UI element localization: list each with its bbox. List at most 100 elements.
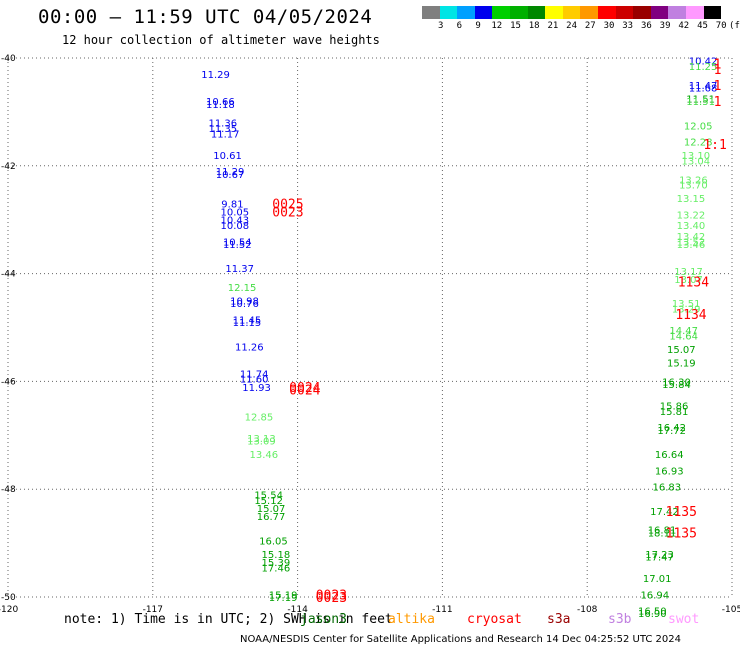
wave-height-label: 13.17 <box>674 267 703 278</box>
wave-height-label: 12.05 <box>684 121 713 132</box>
wave-height-label: 15.19 <box>667 359 696 370</box>
wave-height-label: 16.05 <box>259 536 288 547</box>
wave-height-label: 16.64 <box>655 450 684 461</box>
colorbar-tick-label: 12 <box>491 21 503 31</box>
wave-height-label: 13.04 <box>681 156 710 167</box>
time-stamp-label: 1:1 <box>703 138 726 153</box>
wave-height-label: 11.45 <box>233 315 262 326</box>
wave-height-label: 15.19 <box>269 590 298 601</box>
satellite-legend-s3b: s3b <box>608 612 632 627</box>
wave-height-label: 11.25 <box>689 62 718 73</box>
colorbar-tick-label: 39 <box>659 21 671 31</box>
wave-height-label: 15.86 <box>660 402 689 413</box>
wave-height-label: 15.81 <box>660 407 689 418</box>
wave-height-label: 15.54 <box>254 491 283 502</box>
time-stamp-label: 1 <box>714 79 722 94</box>
wave-height-label: 12.28 <box>684 138 713 149</box>
wave-height-label: 17.46 <box>262 563 291 574</box>
wave-height-label: 16.81 <box>648 526 677 537</box>
wave-height-label: 10.08 <box>221 221 250 232</box>
wave-height-label: 18.11 <box>648 528 677 539</box>
wave-height-label: 15.07 <box>667 345 696 356</box>
time-stamp-label: 1 <box>714 95 722 110</box>
colorbar <box>422 6 740 20</box>
wave-height-label: 13.52 <box>677 237 706 248</box>
colorbar-swatch <box>457 6 475 19</box>
wave-height-label: 13.13 <box>247 434 276 445</box>
colorbar-swatch <box>492 6 510 19</box>
wave-height-label: 15.07 <box>257 504 286 515</box>
wave-height-label: 12.85 <box>245 412 274 423</box>
wave-height-label: 17.23 <box>645 550 674 561</box>
x-tick-label: -108 <box>577 605 598 615</box>
wave-height-label: 11.15 <box>233 318 262 329</box>
colorbar-swatch <box>597 6 616 19</box>
wave-height-label: 16.50 <box>638 606 667 617</box>
colorbar-tick-label: 15 <box>510 21 521 31</box>
wave-height-label: 10.54 <box>223 237 252 248</box>
wave-height-label: 13.29 <box>672 305 701 316</box>
wave-height-label: 13.22 <box>677 210 706 221</box>
x-tick-label: -117 <box>143 605 163 615</box>
time-stamp-label: 0024 <box>289 383 320 398</box>
wave-height-label: 11.36 <box>208 119 237 130</box>
colorbar-tick-label: 6 <box>456 21 463 31</box>
satellite-legend-swot: swot <box>668 612 700 627</box>
wave-height-label: 11.17 <box>211 129 240 140</box>
wave-height-label: 16.93 <box>655 466 684 477</box>
colorbar-swatch <box>633 6 651 19</box>
colorbar-tick-label: 70 <box>715 21 727 31</box>
wave-height-label: 13.46 <box>249 450 278 461</box>
wave-height-label: 13.46 <box>677 240 706 251</box>
colorbar-swatch <box>474 6 493 19</box>
colorbar-swatch <box>615 6 634 19</box>
wave-height-label: 9.81 <box>221 200 243 211</box>
wave-height-label: 13.07 <box>674 275 703 286</box>
wave-height-label: 11.52 <box>223 240 252 251</box>
y-tick-label: -44 <box>1 270 16 280</box>
wave-height-label: 13.09 <box>247 437 276 448</box>
wave-height-label: 16.90 <box>638 609 667 620</box>
wave-height-label: 16.77 <box>257 512 286 523</box>
wave-height-label: 17.72 <box>657 426 686 437</box>
wave-height-label: 17.19 <box>269 593 298 604</box>
colorbar-tick-label: (ft) <box>729 21 740 31</box>
wave-height-label: 13.10 <box>681 151 710 162</box>
wave-height-label: 15.84 <box>662 380 691 391</box>
colorbar-swatch <box>580 6 598 19</box>
colorbar-swatch <box>527 6 546 19</box>
colorbar-tick-label: 42 <box>678 21 690 31</box>
time-stamp-label: 0024 <box>289 381 320 396</box>
wave-height-label: 16.83 <box>653 483 682 494</box>
x-tick-label: -120 <box>0 605 18 615</box>
colorbar-tick-label: 9 <box>475 21 481 31</box>
axis-layer: -120 -117 -114 -111 -108 -105 -50 -48 -46 -44 -42 -… <box>0 54 740 615</box>
wave-height-label: 10.67 <box>216 170 245 181</box>
wave-height-label: 14.47 <box>669 326 698 337</box>
wave-height-label: 16.42 <box>657 423 686 434</box>
wave-height-label: 13.15 <box>677 194 706 205</box>
chart-subtitle: 12 hour collection of altimeter wave hei… <box>62 33 380 47</box>
colorbar-swatch <box>509 6 528 19</box>
colorbar-tick-label: 27 <box>584 21 596 31</box>
wave-height-label: 11.26 <box>235 342 264 353</box>
wave-height-label: 15.39 <box>262 558 291 569</box>
wave-height-label: 13.42 <box>677 232 706 243</box>
wave-height-label: 11.29 <box>201 70 230 81</box>
colorbar-swatch <box>422 6 440 19</box>
wave-height-label: 17.42 <box>650 507 679 518</box>
satellite-legend-s3a: s3a <box>547 612 571 627</box>
colorbar-tick-label: 18 <box>528 21 540 31</box>
wave-height-label: 11.93 <box>242 383 271 394</box>
wave-height-label: 13.70 <box>679 181 708 192</box>
y-tick-label: -48 <box>1 485 16 495</box>
colorbar-tick-label: 30 <box>603 21 615 31</box>
wave-height-label: 13.51 <box>672 299 701 310</box>
wave-height-label: 15.18 <box>262 550 291 561</box>
wave-height-label: 17.47 <box>645 553 674 564</box>
x-tick-label: -105 <box>722 605 740 615</box>
satellite-legend-cryosat: cryosat <box>467 612 522 627</box>
colorbar-tick-label: 21 <box>547 21 559 31</box>
